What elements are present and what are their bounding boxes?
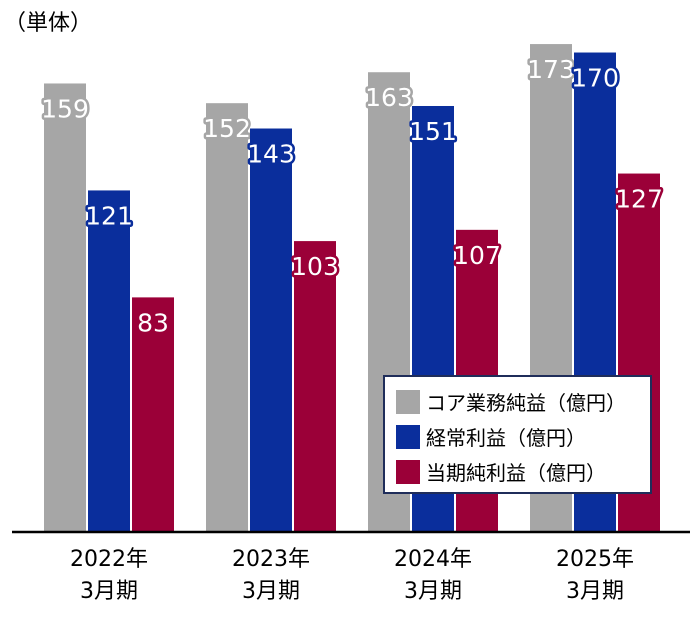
legend-label: 経常利益（億円） bbox=[426, 426, 586, 450]
legend-swatch bbox=[396, 460, 420, 484]
unit-label: （単体） bbox=[4, 11, 92, 36]
x-tick-label-period: 3月期 bbox=[404, 579, 462, 604]
x-tick-label-period: 3月期 bbox=[242, 579, 300, 604]
data-label: 159 bbox=[41, 94, 89, 123]
x-tick-label-period: 3月期 bbox=[566, 579, 624, 604]
legend-swatch bbox=[396, 425, 420, 449]
legend: コア業務純益（億円） 経常利益（億円） 当期純利益（億円） bbox=[383, 375, 652, 494]
data-label: 121 bbox=[85, 201, 133, 230]
bar-1-1 bbox=[44, 83, 86, 531]
legend-label: コア業務純益（億円） bbox=[426, 391, 626, 415]
bar-3-1 bbox=[132, 297, 174, 531]
legend-box bbox=[383, 375, 652, 494]
x-tick-label-period: 3月期 bbox=[80, 579, 138, 604]
data-label: 152 bbox=[203, 114, 251, 143]
bar-3-2 bbox=[294, 241, 336, 531]
data-label: 170 bbox=[571, 64, 619, 93]
x-tick-label-year: 2022年 bbox=[70, 547, 148, 572]
data-label: 143 bbox=[247, 140, 295, 169]
data-label: 173 bbox=[527, 55, 575, 84]
legend-swatch bbox=[396, 390, 420, 414]
bar-2-2 bbox=[250, 128, 292, 531]
bar-1-2 bbox=[206, 103, 248, 531]
x-tick-label-year: 2025年 bbox=[556, 547, 634, 572]
data-label: 163 bbox=[365, 83, 413, 112]
legend-label: 当期純利益（億円） bbox=[426, 461, 606, 485]
data-label: 151 bbox=[409, 117, 457, 146]
x-tick-label-year: 2024年 bbox=[394, 547, 472, 572]
x-tick-label-year: 2023年 bbox=[232, 547, 310, 572]
data-label: 127 bbox=[615, 185, 663, 214]
data-label: 103 bbox=[291, 252, 339, 281]
bar-2-1 bbox=[88, 190, 130, 531]
data-label: 107 bbox=[453, 241, 501, 270]
x-tick-labels: 2022年 3月期 2023年 3月期 2024年 3月期 2025年 3月期 bbox=[70, 547, 634, 604]
data-label: 83 bbox=[137, 308, 169, 337]
